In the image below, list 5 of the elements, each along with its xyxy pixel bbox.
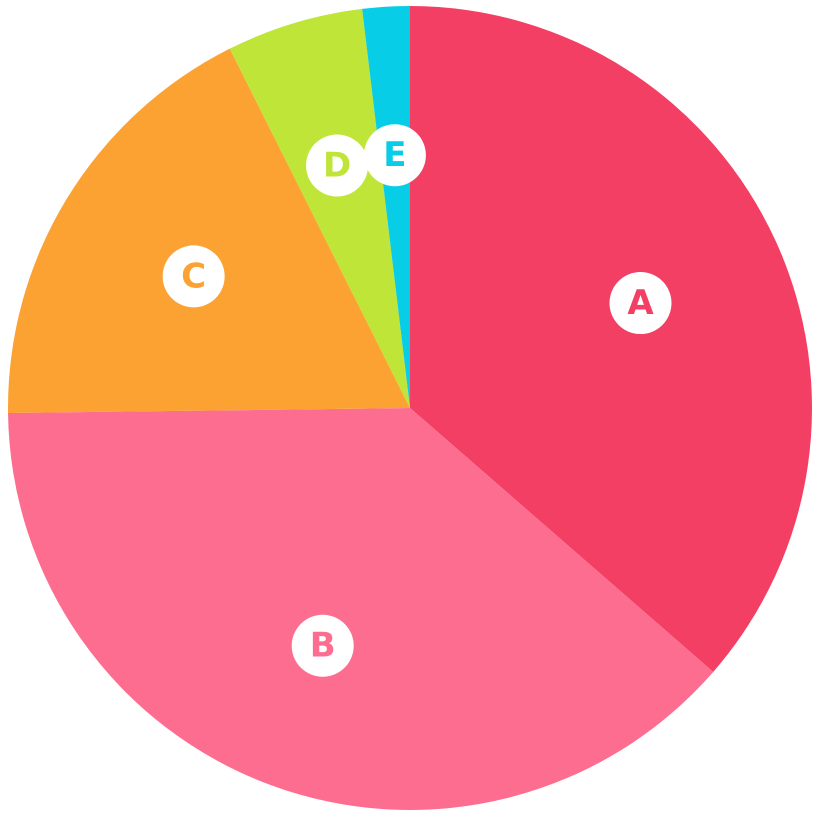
- slice-label: E: [383, 135, 407, 176]
- slice-label: B: [310, 626, 336, 666]
- slice-label: A: [627, 283, 654, 324]
- slice-label: C: [181, 256, 206, 296]
- slice-label: D: [322, 145, 352, 186]
